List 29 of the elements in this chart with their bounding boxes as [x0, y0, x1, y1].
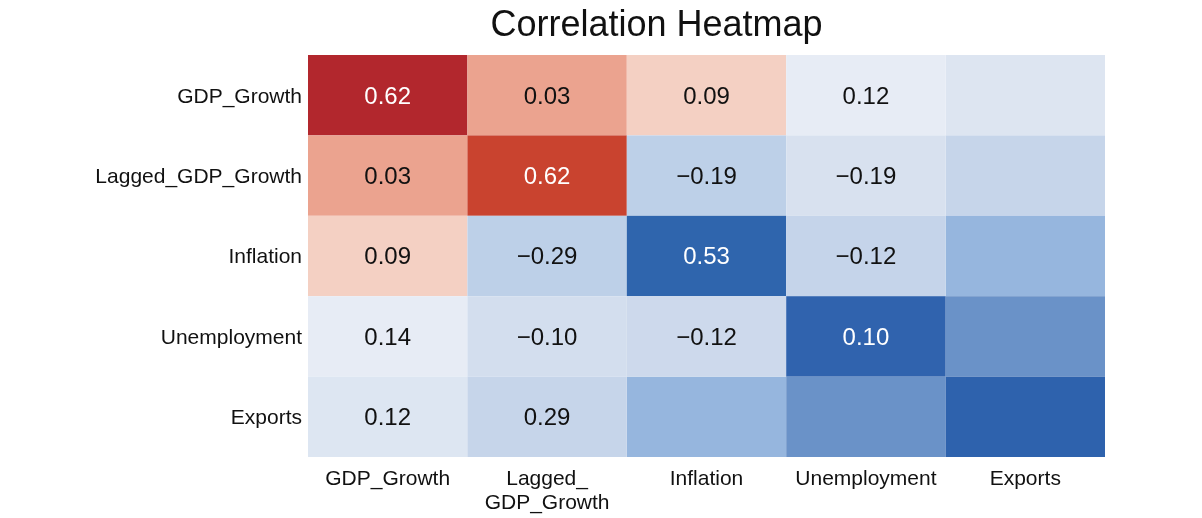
x-tick-label: Unemployment: [795, 466, 937, 489]
y-tick-label: GDP_Growth: [177, 83, 302, 108]
y-tick-label: Lagged_GDP_Growth: [95, 163, 302, 188]
x-tick-label: GDP_Growth: [325, 466, 451, 490]
data-label: −0.12: [835, 242, 897, 270]
data-label: 0.12: [842, 81, 890, 109]
data-label: 0.10: [842, 322, 890, 350]
data-label: −0.19: [676, 162, 737, 189]
data-label: −0.19: [835, 162, 897, 189]
data-label: −0.10: [516, 322, 578, 350]
data-label: 0.09: [683, 81, 730, 109]
data-label: 0.14: [364, 322, 412, 350]
data-label: 0.03: [523, 81, 571, 109]
data-label: 0.09: [364, 242, 412, 270]
data-label: 0.29: [523, 403, 571, 431]
data-label: 0.12: [364, 403, 412, 431]
x-tick-label: Inflation: [669, 466, 744, 489]
data-label: 0.03: [364, 162, 412, 189]
y-tick-label: Exports: [230, 405, 302, 429]
data-label: −0.29: [516, 242, 578, 270]
data-label: 0.62: [364, 81, 412, 109]
y-tick-label: Inflation: [228, 244, 302, 268]
y-tick-label: Unemployment: [160, 324, 303, 348]
x-tick-label: Exports: [989, 466, 1061, 489]
chart-title: Correlation Heatmap: [490, 3, 823, 44]
data-label: 0.62: [523, 162, 571, 189]
data-label: 0.53: [683, 242, 730, 270]
x-tick-label: Lagged_GDP_Growth: [484, 466, 610, 514]
data-label: −0.12: [676, 322, 737, 350]
